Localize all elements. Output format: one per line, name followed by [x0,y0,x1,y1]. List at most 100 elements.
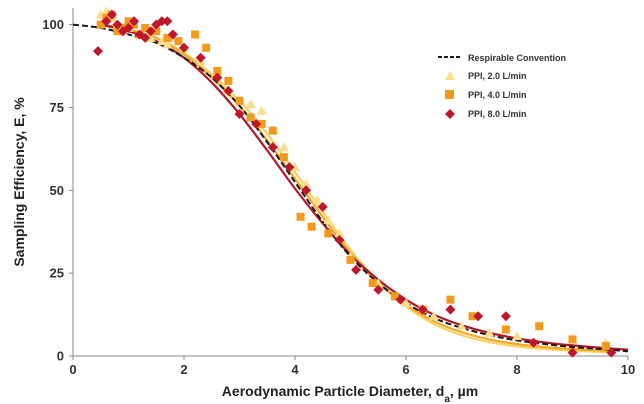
x-tick-label-0: 0 [69,362,76,377]
point-ppi-4-8 [141,23,150,32]
point-ppi-8-3 [112,19,123,30]
point-ppi-4-31 [535,322,544,331]
y-axis-title: Sampling Efficiency, E, % [11,97,27,267]
point-ppi-8-33 [567,347,578,358]
point-ppi-2-27 [334,228,345,238]
point-ppi-8-25 [351,264,362,275]
point-ppi-8-24 [334,235,345,245]
point-ppi-8-15 [195,52,206,63]
point-ppi-4-18 [257,120,266,128]
point-ppi-4-11 [174,37,183,46]
point-ppi-2-31 [428,311,439,321]
y-tick-label-0: 0 [57,349,64,364]
point-ppi-8-21 [284,162,295,173]
point-ppi-4-12 [191,30,200,39]
legend-label-ppi-2: PPI, 2.0 L/min [468,71,527,81]
point-ppi-8-30 [473,311,484,322]
point-ppi-8-22 [301,185,312,196]
point-ppi-4-20 [279,153,288,162]
point-ppi-8-12 [162,16,173,27]
point-ppi-2-26 [323,215,334,225]
ppi-2-fit-curve [100,23,612,354]
legend: Respirable Convention PPI, 2.0 L/min PPI… [438,53,566,119]
point-ppi-2-32 [456,321,467,331]
point-ppi-4-15 [224,76,233,85]
point-ppi-4-25 [368,279,377,288]
series-ppi-8 [92,9,617,358]
legend-label-ppi-8: PPI, 8.0 L/min [468,109,527,119]
point-ppi-4-14 [213,66,222,75]
point-ppi-8-9 [145,26,156,37]
point-ppi-2-24 [301,178,312,188]
point-ppi-4-10 [163,33,172,42]
point-ppi-8-34 [606,347,617,358]
legend-swatch-ppi-2 [445,71,455,80]
x-axis-title-subscript: a [444,394,450,404]
y-tick-label-3: 75 [50,100,64,115]
point-ppi-8-20 [267,142,278,153]
data-points [92,6,617,358]
x-tick-label-4: 8 [513,362,520,377]
fitted-curves [72,23,629,354]
ppi-4-fit-curve [100,23,612,352]
x-tick-label-5: 10 [621,362,635,377]
point-ppi-2-33 [484,327,495,337]
point-ppi-8-29 [445,304,456,315]
point-ppi-2-30 [401,297,411,307]
legend-swatch-ppi-4 [445,90,454,99]
point-ppi-2-12 [162,39,173,49]
point-ppi-8-14 [179,42,189,53]
legend-swatch-ppi-8 [445,109,455,119]
point-ppi-8-18 [234,109,245,120]
axes [72,8,628,357]
point-ppi-8-13 [167,29,178,40]
point-ppi-4-13 [202,43,211,52]
point-ppi-4-3 [113,27,122,36]
x-axis-title: Aerodynamic Particle Diameter, da, µm [222,383,478,404]
point-ppi-8-11 [156,16,167,27]
point-ppi-4-9 [152,27,161,36]
point-ppi-2-22 [278,142,289,152]
point-ppi-4-29 [468,312,477,321]
point-ppi-4-28 [446,295,455,304]
point-ppi-8-19 [251,119,262,129]
point-ppi-2-25 [312,195,323,205]
x-axis-title-main: Aerodynamic Particle Diameter, d [222,383,445,399]
point-ppi-4-0 [96,20,105,29]
legend-label-ppi-4: PPI, 4.0 L/min [468,90,527,100]
point-ppi-4-16 [235,96,244,105]
point-ppi-4-24 [346,255,355,264]
point-ppi-8-6 [129,16,140,27]
point-ppi-8-5 [123,22,134,33]
point-ppi-2-20 [256,105,267,115]
point-ppi-4-32 [568,335,577,344]
point-ppi-8-32 [528,337,539,348]
x-axis-title-unit: , µm [450,383,478,399]
point-ppi-2-34 [512,331,522,341]
y-tick-label-1: 25 [50,266,64,281]
respirable-convention-curve [72,23,629,353]
legend-label-respirable-convention: Respirable Convention [468,53,566,63]
ppi-8-fit-curve [100,23,629,351]
point-ppi-4-5 [124,17,133,26]
point-ppi-2-19 [245,99,256,109]
point-ppi-2-11 [156,36,167,46]
point-ppi-4-33 [601,342,610,351]
point-ppi-4-19 [268,126,277,135]
y-tick-label-2: 50 [50,183,64,198]
point-ppi-4-21 [296,212,305,221]
point-ppi-8-1 [101,16,112,27]
point-ppi-8-8 [140,32,151,43]
point-ppi-4-23 [324,229,333,238]
point-ppi-8-31 [500,311,511,322]
point-ppi-8-23 [317,201,328,212]
point-ppi-4-22 [307,222,316,231]
point-ppi-8-28 [417,304,428,315]
y-tick-label-4: 100 [42,17,64,32]
point-ppi-4-17 [246,113,255,122]
x-tick-label-2: 4 [291,362,299,377]
point-ppi-8-16 [212,72,223,83]
point-ppi-8-2 [106,9,117,20]
